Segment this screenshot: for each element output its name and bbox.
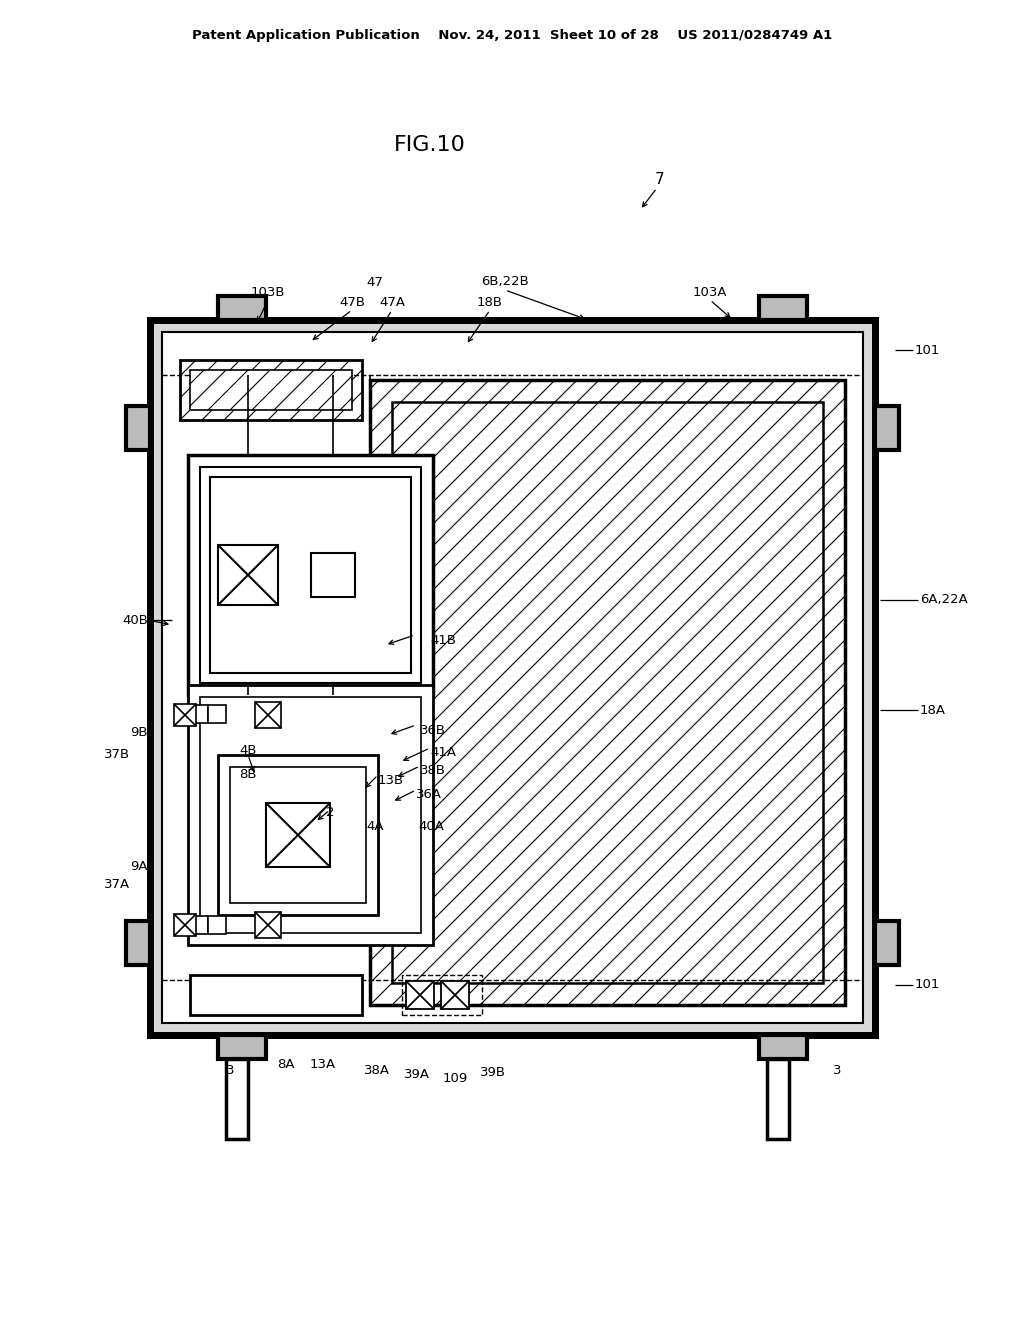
Text: 37B: 37B (103, 748, 130, 762)
Text: 3: 3 (833, 1064, 842, 1077)
Text: FIG.10: FIG.10 (394, 135, 466, 154)
Bar (392, 403, 823, 983)
Text: 101: 101 (915, 343, 940, 356)
Bar (230, 767, 366, 903)
Text: 39B: 39B (480, 1065, 506, 1078)
Bar (190, 975, 362, 1015)
Bar (218, 1035, 266, 1059)
Bar (190, 916, 208, 935)
Text: 6A,22A: 6A,22A (920, 594, 968, 606)
Bar (759, 296, 807, 319)
Text: 41A: 41A (430, 746, 456, 759)
Bar (126, 407, 150, 450)
Text: 9B: 9B (130, 726, 148, 738)
Bar (188, 685, 433, 945)
Text: 8A: 8A (278, 1059, 295, 1072)
Text: 40B: 40B (122, 614, 148, 627)
Bar (441, 981, 469, 1008)
Text: 38A: 38A (364, 1064, 390, 1077)
Text: Patent Application Publication    Nov. 24, 2011  Sheet 10 of 28    US 2011/02847: Patent Application Publication Nov. 24, … (191, 29, 833, 41)
Bar (190, 705, 208, 723)
Text: 18A: 18A (920, 704, 946, 717)
Bar (150, 319, 874, 1035)
Bar (255, 912, 281, 939)
Bar (162, 333, 863, 1023)
Text: 39A: 39A (404, 1068, 430, 1081)
Bar (406, 981, 434, 1008)
Bar (208, 916, 226, 935)
Bar (874, 921, 899, 965)
Text: 47A: 47A (379, 296, 406, 309)
Text: 38B: 38B (420, 763, 446, 776)
Text: 103A: 103A (693, 285, 727, 298)
Bar (174, 704, 196, 726)
Bar (370, 380, 845, 1005)
Text: 6B,22B: 6B,22B (481, 276, 528, 289)
Bar (255, 702, 281, 729)
Text: 37A: 37A (103, 879, 130, 891)
Bar (311, 553, 355, 597)
Text: 3: 3 (225, 1064, 234, 1077)
Bar (180, 360, 362, 420)
Bar (218, 545, 278, 605)
Text: 13A: 13A (310, 1059, 336, 1072)
Bar (190, 370, 352, 411)
Text: 13B: 13B (378, 774, 404, 787)
Bar (200, 697, 421, 933)
Bar (188, 455, 433, 696)
Bar (266, 803, 330, 867)
Text: 47B: 47B (339, 296, 365, 309)
Text: 4B: 4B (240, 743, 257, 756)
Text: 4A: 4A (367, 820, 384, 833)
Bar (226, 1059, 248, 1139)
Text: 2: 2 (326, 805, 334, 818)
Text: 36B: 36B (420, 723, 446, 737)
Bar (767, 1059, 790, 1139)
Bar (874, 407, 899, 450)
Text: 101: 101 (915, 978, 940, 991)
Bar (200, 467, 421, 682)
Bar (759, 1035, 807, 1059)
Text: 18B: 18B (477, 296, 503, 309)
Bar (126, 921, 150, 965)
Bar (218, 755, 378, 915)
Bar (210, 477, 411, 673)
Bar (174, 913, 196, 936)
Bar (218, 296, 266, 319)
Text: 36A: 36A (416, 788, 442, 800)
Text: 109: 109 (442, 1072, 468, 1085)
Bar (208, 705, 226, 723)
Text: 8B: 8B (240, 768, 257, 781)
Text: 40A: 40A (418, 820, 443, 833)
Bar (402, 975, 482, 1015)
Bar (150, 319, 874, 1035)
Text: 103B: 103B (251, 285, 286, 298)
Text: 47: 47 (367, 276, 383, 289)
Text: 7: 7 (655, 173, 665, 187)
Text: 9A: 9A (130, 859, 148, 873)
Text: 41B: 41B (430, 634, 456, 647)
